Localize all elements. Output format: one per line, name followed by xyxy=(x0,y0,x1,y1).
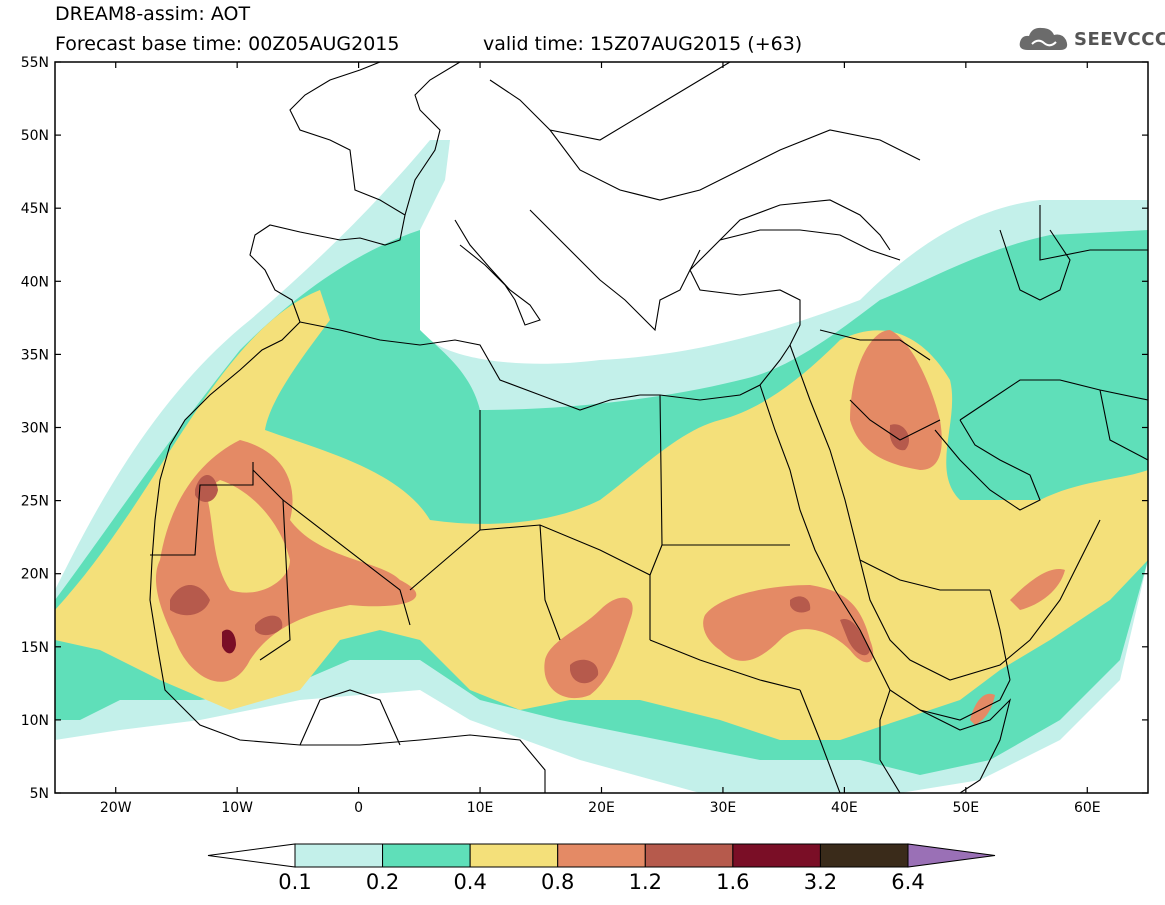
colorbar-swatch xyxy=(557,843,646,868)
valid-time: valid time: 15Z07AUG2015 (+63) xyxy=(483,33,803,55)
colorbar-level-label: 0.4 xyxy=(453,870,487,894)
logo-text: SEEVCCC xyxy=(1074,29,1165,50)
aot-band-0.8-sudan xyxy=(703,585,874,663)
lon-tick-label: 10W xyxy=(221,800,253,816)
lon-tick-label: 50E xyxy=(952,800,979,816)
colorbar-swatch xyxy=(732,843,821,868)
lat-tick-label: 50N xyxy=(21,128,49,144)
coastlines-borders xyxy=(149,62,1148,793)
colorbar-over-triangle xyxy=(907,843,996,868)
colorbar-level-label: 1.6 xyxy=(716,870,750,894)
colorbar xyxy=(207,843,996,868)
colorbar-level-label: 1.2 xyxy=(628,870,662,894)
colorbar-swatch xyxy=(469,843,559,868)
lat-tick-label: 5N xyxy=(30,786,49,802)
axis-ticks: 20W 10W 0 10E 20E 30E 40E 50E 60E 55N 50N 45N 40N 35N… xyxy=(21,55,1148,816)
lon-tick-label: 0 xyxy=(354,800,363,816)
colorbar-swatch xyxy=(382,843,471,868)
map-title: DREAM8-assim: AOT xyxy=(55,3,251,25)
seevccc-logo: SEEVCCC xyxy=(1018,24,1165,54)
colorbar-swatch xyxy=(644,843,734,868)
lat-tick-label: 55N xyxy=(21,55,49,71)
colorbar-swatch xyxy=(294,843,384,868)
lon-tick-label: 10E xyxy=(467,800,494,816)
colorbar-level-label: 0.8 xyxy=(541,870,575,894)
lat-tick-label: 40N xyxy=(21,274,49,290)
cloud-icon xyxy=(1019,27,1068,50)
aot-band-0.8-arabia xyxy=(850,330,942,470)
forecast-base-time: Forecast base time: 00Z05AUG2015 xyxy=(55,33,400,55)
colorbar-swatch xyxy=(819,843,909,868)
lat-tick-label: 45N xyxy=(21,201,49,217)
colorbar-level-label: 0.2 xyxy=(365,870,400,894)
colorbar-level-label: 0.1 xyxy=(278,870,312,894)
colorbar-level-label: 3.2 xyxy=(803,870,838,894)
lon-tick-label: 20W xyxy=(100,800,132,816)
aot-band-0.8-west xyxy=(155,440,417,682)
lat-tick-label: 15N xyxy=(21,640,49,656)
lon-tick-label: 30E xyxy=(710,800,737,816)
colorbar-under-triangle xyxy=(207,843,296,868)
lat-tick-label: 25N xyxy=(21,494,49,510)
lat-tick-label: 35N xyxy=(21,347,49,363)
lon-tick-label: 60E xyxy=(1074,800,1101,816)
lon-tick-label: 40E xyxy=(831,800,858,816)
lat-tick-label: 20N xyxy=(21,567,49,583)
colorbar-level-label: 6.4 xyxy=(891,870,925,894)
lat-tick-label: 10N xyxy=(21,713,49,729)
aot-band-0.8-chad xyxy=(544,597,633,699)
aot-fields xyxy=(55,140,1148,793)
lon-tick-label: 20E xyxy=(588,800,615,816)
aot-band-1.6 xyxy=(222,629,236,654)
lat-tick-label: 30N xyxy=(21,421,49,437)
aot-band-0.8-yemen xyxy=(970,569,1065,725)
